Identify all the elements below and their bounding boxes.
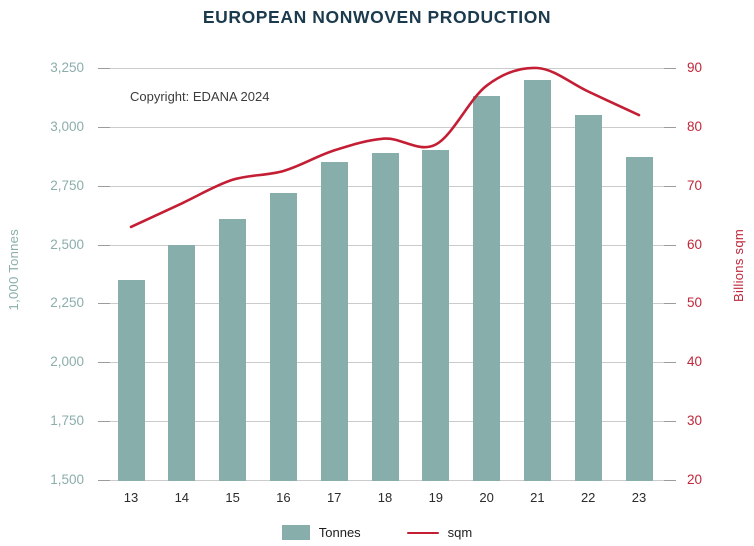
bar-17 bbox=[320, 162, 348, 481]
gridline-tick bbox=[98, 421, 110, 423]
x-axis-label-17: 17 bbox=[326, 490, 342, 505]
gridline-tick bbox=[664, 68, 676, 69]
left-axis-title: 1,000 Tonnes bbox=[6, 229, 21, 311]
x-axis-label-15: 15 bbox=[225, 490, 240, 505]
left-axis-tick-label: 1,750 bbox=[50, 413, 84, 429]
copyright-annotation: Copyright: EDANA 2024 bbox=[130, 89, 270, 104]
right-axis-tick-label: 90 bbox=[687, 60, 703, 75]
x-axis-label-16: 16 bbox=[276, 490, 291, 505]
bar-21 bbox=[523, 79, 551, 481]
chart-title: EUROPEAN NONWOVEN PRODUCTION bbox=[202, 7, 552, 27]
right-axis-tick-label: 70 bbox=[687, 177, 703, 193]
legend-label-tonnes: Tonnes bbox=[318, 525, 361, 540]
gridline-tick bbox=[664, 244, 676, 246]
gridline-tick bbox=[98, 480, 110, 481]
gridline bbox=[98, 68, 676, 69]
bar-13 bbox=[117, 279, 145, 481]
right-axis-tick-label: 20 bbox=[687, 472, 703, 487]
left-axis-tick-label: 2,500 bbox=[50, 236, 84, 252]
left-axis-tick-label: 2,000 bbox=[50, 354, 84, 370]
gridline-tick bbox=[98, 303, 110, 305]
x-axis-label-19: 19 bbox=[428, 490, 444, 505]
bar-22 bbox=[574, 115, 602, 481]
bar-18 bbox=[371, 152, 399, 481]
right-axis-tick-label: 80 bbox=[687, 118, 703, 134]
legend-item-sqm[interactable]: sqm bbox=[406, 525, 473, 540]
chart-legend: Tonnes sqm bbox=[0, 525, 754, 540]
left-axis-tick-label: 2,250 bbox=[50, 295, 84, 311]
right-axis-tick-label: 50 bbox=[687, 295, 703, 311]
left-axis-tick-label: 3,250 bbox=[50, 60, 84, 75]
left-axis-tick-label: 1,500 bbox=[50, 472, 84, 487]
bar-20 bbox=[473, 96, 501, 481]
gridline-tick bbox=[98, 362, 110, 364]
bar-14 bbox=[168, 244, 196, 481]
gridline-tick bbox=[664, 421, 676, 423]
gridline-tick bbox=[664, 185, 676, 187]
gridline-tick bbox=[664, 303, 676, 305]
gridline-tick bbox=[98, 126, 110, 128]
right-axis-title: Billions sqm bbox=[731, 229, 746, 302]
gridline-tick bbox=[98, 185, 110, 187]
x-axis-label-18: 18 bbox=[377, 490, 393, 505]
x-axis-label-22: 22 bbox=[580, 490, 596, 505]
right-axis-tick-label: 30 bbox=[687, 413, 703, 429]
left-axis-tick-label: 2,750 bbox=[50, 177, 84, 193]
tonnes-swatch-icon bbox=[281, 525, 310, 540]
right-axis-tick-label: 60 bbox=[687, 236, 703, 252]
bar-23 bbox=[625, 157, 653, 481]
x-axis-label-23: 23 bbox=[631, 490, 647, 505]
x-axis-label-14: 14 bbox=[174, 490, 190, 505]
legend-item-tonnes[interactable]: Tonnes bbox=[281, 525, 361, 540]
x-axis-label-13: 13 bbox=[123, 490, 139, 505]
right-axis-tick-label: 40 bbox=[687, 354, 703, 370]
legend-label-sqm: sqm bbox=[447, 525, 473, 540]
x-axis-label-21: 21 bbox=[530, 490, 545, 505]
x-axis-label-20: 20 bbox=[479, 490, 494, 505]
bar-16 bbox=[269, 192, 297, 481]
gridline-tick bbox=[98, 68, 110, 69]
sqm-line-icon bbox=[406, 531, 439, 534]
left-axis-tick-label: 3,000 bbox=[50, 118, 84, 134]
bar-15 bbox=[219, 218, 247, 481]
gridline-tick bbox=[664, 126, 676, 128]
gridline-tick bbox=[664, 480, 676, 481]
gridline-tick bbox=[664, 362, 676, 364]
gridline-tick bbox=[98, 244, 110, 246]
bar-19 bbox=[422, 150, 450, 481]
